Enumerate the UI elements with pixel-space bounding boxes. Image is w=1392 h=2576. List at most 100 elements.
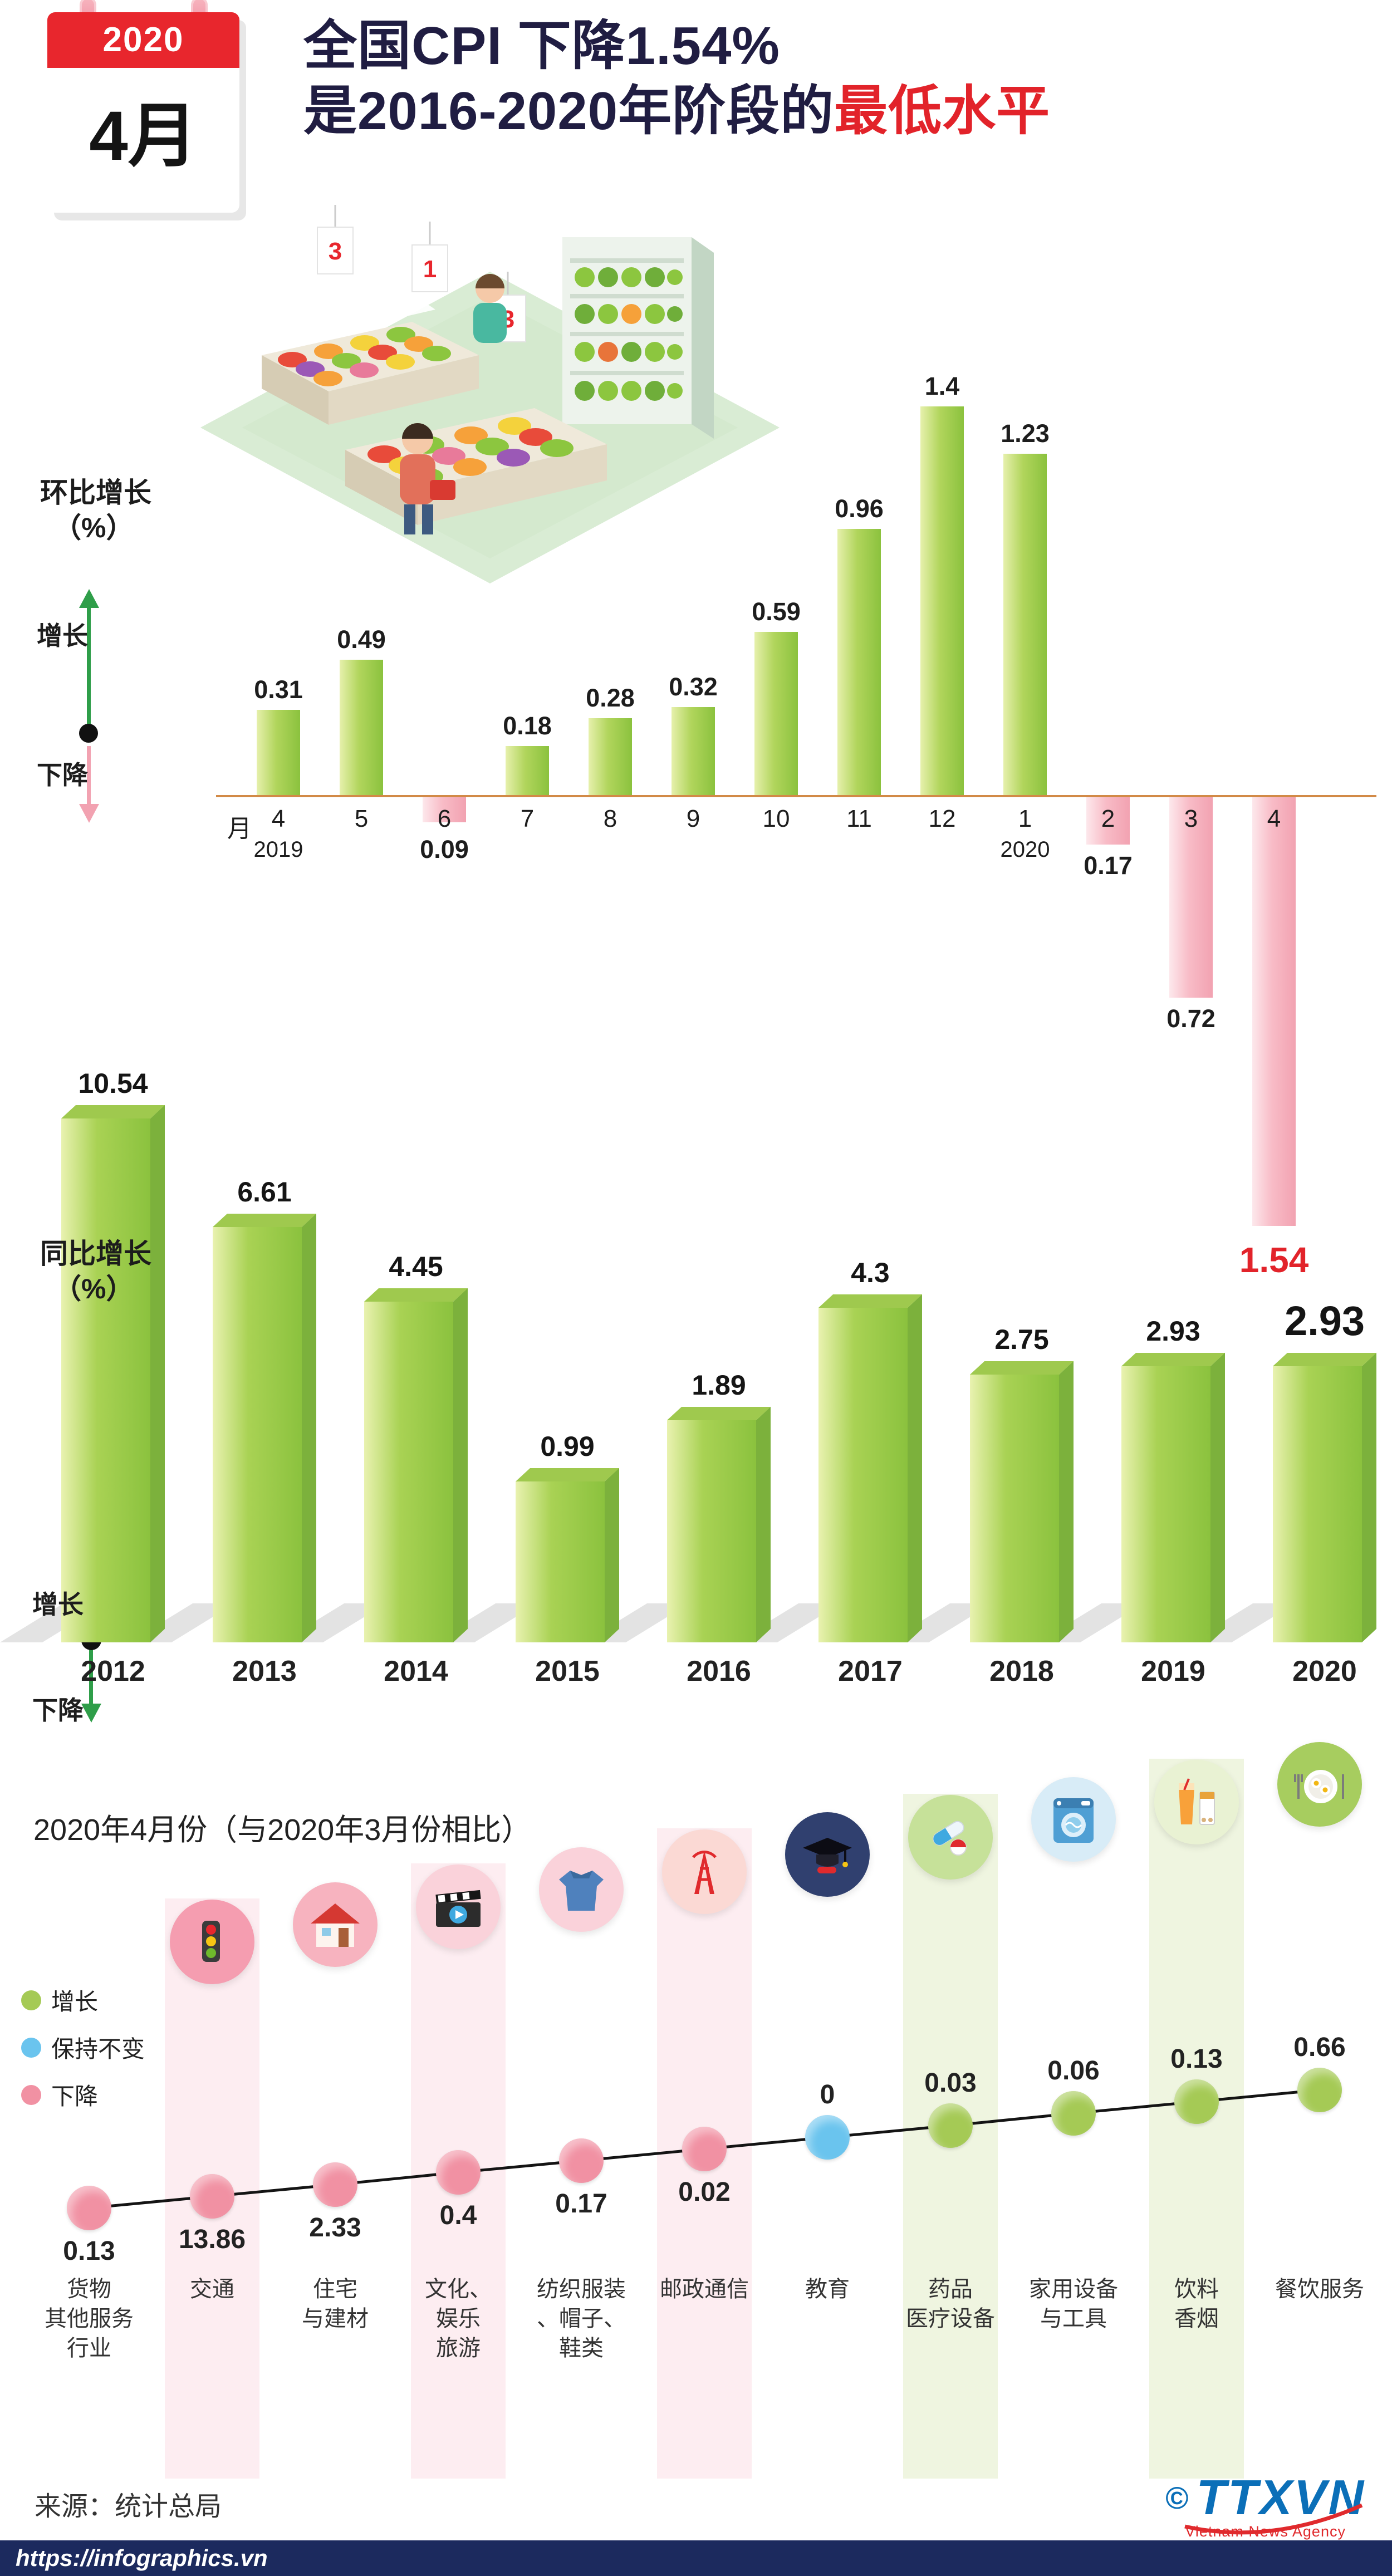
section-title: 2020年4月份（与2020年3月份相比） [33, 1813, 532, 1847]
month-tick-label: 3 [1184, 805, 1198, 832]
category-label: 文化、 娱乐 旅游 [425, 2277, 492, 2361]
axis-line [216, 795, 1376, 797]
legend-item: 保持不变 [21, 2030, 145, 2064]
bar-year-2014 [364, 1302, 453, 1642]
shelf [562, 237, 714, 439]
title-pre: 是 [303, 81, 357, 141]
category-value: 0.66 [1293, 2033, 1346, 2062]
year-tick-label: 2013 [232, 1655, 297, 1687]
growth-legend-label: 增长 [32, 1590, 84, 1619]
antenna-tower-icon [662, 1829, 747, 1914]
category-dot [682, 2127, 727, 2171]
month-tick-label: 9 [686, 805, 700, 832]
bar-top-face [516, 1468, 619, 1481]
svg-text:1: 1 [423, 256, 437, 283]
bar-value-label: 1.54 [1239, 1240, 1309, 1280]
category-value: 0.03 [924, 2068, 977, 2098]
bar-year-2016 [667, 1420, 756, 1642]
category-value: 0.06 [1047, 2056, 1100, 2086]
year-tick-label: 2017 [838, 1655, 903, 1687]
bar-month-11 [837, 529, 881, 796]
page-title: 全国CPI 下降1.54% 是2016-2020年阶段的最低水平 [303, 13, 1050, 144]
category-label: 药品 医疗设备 [906, 2277, 995, 2331]
category-label: 住宅 与建材 [302, 2277, 369, 2331]
month-tick-label: 11 [846, 805, 872, 832]
bar-month-8 [589, 718, 632, 796]
bar-side-face [605, 1468, 619, 1642]
arrow-down-icon [81, 1704, 101, 1723]
bar-value-label: 1.89 [692, 1370, 746, 1401]
legend-item: 下降 [21, 2078, 145, 2112]
title-highlight: 最低水平 [834, 81, 1051, 141]
month-tick-label: 7 [520, 805, 535, 832]
bar-year-2012 [61, 1118, 150, 1642]
month-tick-label: 6 [437, 805, 452, 832]
title-line-2: 是2016-2020年阶段的最低水平 [303, 78, 1050, 144]
bar-month-6 [423, 797, 466, 822]
bar-year-2013 [213, 1227, 302, 1642]
house-icon [293, 1882, 378, 1967]
category-dot [67, 2186, 111, 2230]
bar-value-label: 4.3 [851, 1257, 890, 1288]
category-label: 纺织服装 、帽子、 鞋类 [537, 2277, 626, 2361]
bar-value-label: 1.4 [924, 372, 960, 400]
title-main: 全国CPI 下降 [303, 16, 626, 76]
year-tick-label: 2015 [535, 1655, 600, 1687]
bar-month-10 [754, 632, 798, 796]
bar-year-2020 [1273, 1366, 1362, 1642]
category-value: 0.13 [63, 2236, 115, 2266]
bar-value-label: 6.61 [237, 1176, 292, 1208]
bar-month-12 [920, 406, 964, 796]
axis-unit-label: （%） [53, 1273, 134, 1304]
legend-item: 增长 [21, 1983, 145, 2017]
decline-legend-label: 下降 [37, 760, 88, 789]
category-dot [1297, 2068, 1342, 2112]
axis-title: 环比增长 [40, 477, 151, 508]
bar-value-label: 1.23 [1001, 419, 1050, 448]
legend-label: 保持不变 [51, 2036, 145, 2062]
bar-value-label: 0.72 [1166, 1004, 1215, 1033]
category-dot [313, 2162, 357, 2207]
month-axis-unit: 月 [227, 815, 252, 842]
bar-value-label: 4.45 [389, 1251, 443, 1282]
year-tick-label: 2019 [1141, 1655, 1205, 1687]
bar-side-face [302, 1213, 316, 1642]
year-tick-label: 2018 [989, 1655, 1054, 1687]
category-dot [1051, 2091, 1096, 2136]
ttxvn-logo: © TTXVN Vietnam News Agency [1165, 2473, 1365, 2540]
traffic-light-icon [170, 1900, 254, 1984]
arrow-down-line [87, 746, 91, 805]
clapperboard-icon [416, 1864, 501, 1949]
category-legend: 增长保持不变下降 [21, 1983, 145, 2125]
bar-top-face [364, 1288, 468, 1302]
year-tick-label: 2020 [1000, 837, 1050, 862]
bar-value-label: 0.49 [337, 625, 386, 654]
month-tick-label: 10 [762, 805, 790, 832]
year-tick-label: 2020 [1292, 1655, 1357, 1687]
category-label: 餐饮服务 [1275, 2277, 1364, 2302]
bar-side-face [150, 1105, 165, 1642]
month-tick-label: 5 [354, 805, 369, 832]
growth-legend-label: 增长 [37, 621, 88, 650]
bar-value-label: 0.18 [503, 712, 552, 740]
shopper-figure [400, 423, 455, 534]
bar-side-face [1362, 1352, 1376, 1642]
title-range: 2016-2020 [357, 81, 619, 141]
bar-value-label: 10.54 [78, 1068, 148, 1099]
month-tick-label: 4 [1267, 805, 1281, 832]
bar-month-9 [672, 707, 715, 796]
category-value: 0 [820, 2080, 835, 2109]
bar-top-face [1273, 1353, 1376, 1366]
category-label: 饮料 香烟 [1174, 2277, 1219, 2331]
axis-title: 同比增长 [40, 1238, 151, 1269]
food-plate-icon [1277, 1742, 1362, 1827]
bar-side-face [1059, 1361, 1074, 1642]
pills-icon [908, 1795, 993, 1880]
title-mid: 年阶段的 [618, 81, 835, 141]
copyright-symbol: © [1165, 2480, 1189, 2515]
logo-row: © TTXVN [1165, 2473, 1365, 2535]
month-tick-label: 2 [1101, 805, 1115, 832]
legend-dot-icon [21, 2037, 41, 2058]
origin-dot [79, 724, 98, 743]
category-value: 0.4 [439, 2201, 477, 2230]
